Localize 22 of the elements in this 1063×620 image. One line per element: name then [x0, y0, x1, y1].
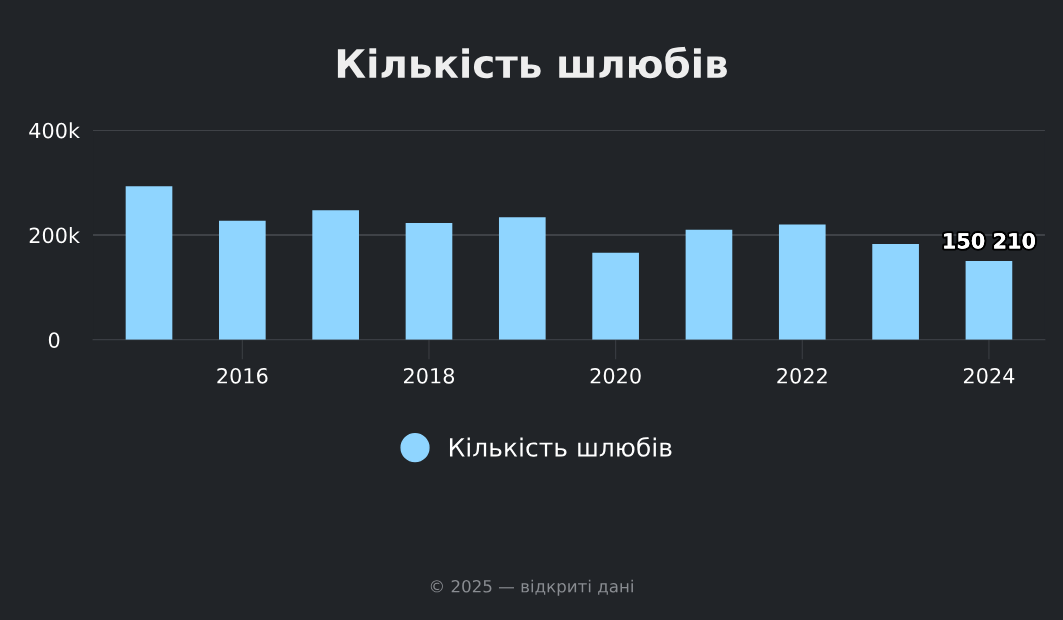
x-tick-label: 2016 [217, 367, 268, 384]
bar [498, 217, 546, 340]
chart-title: Кількість шлюбів [337, 46, 727, 79]
bar [685, 229, 733, 340]
x-tick-label: 2018 [404, 367, 455, 384]
x-tick-label: 2020 [590, 367, 641, 384]
bar [219, 220, 266, 340]
bar [405, 222, 453, 340]
x-tick-label: 2022 [777, 367, 827, 384]
bar [592, 252, 639, 340]
x-tick-label: 2024 [963, 367, 1015, 384]
y-tick-label: 400k [29, 122, 80, 139]
text: © 2025 — відкриті дані [430, 579, 633, 596]
bar [872, 243, 919, 340]
bar [312, 210, 359, 340]
data-label: 150 210 [944, 232, 1036, 249]
y-tick-label: 200k [29, 227, 80, 244]
bar [965, 261, 1013, 340]
bar [125, 186, 173, 340]
legend-label: Кількість шлюбів [449, 436, 672, 457]
bar [778, 224, 826, 340]
y-tick-label: 0 [48, 332, 60, 348]
